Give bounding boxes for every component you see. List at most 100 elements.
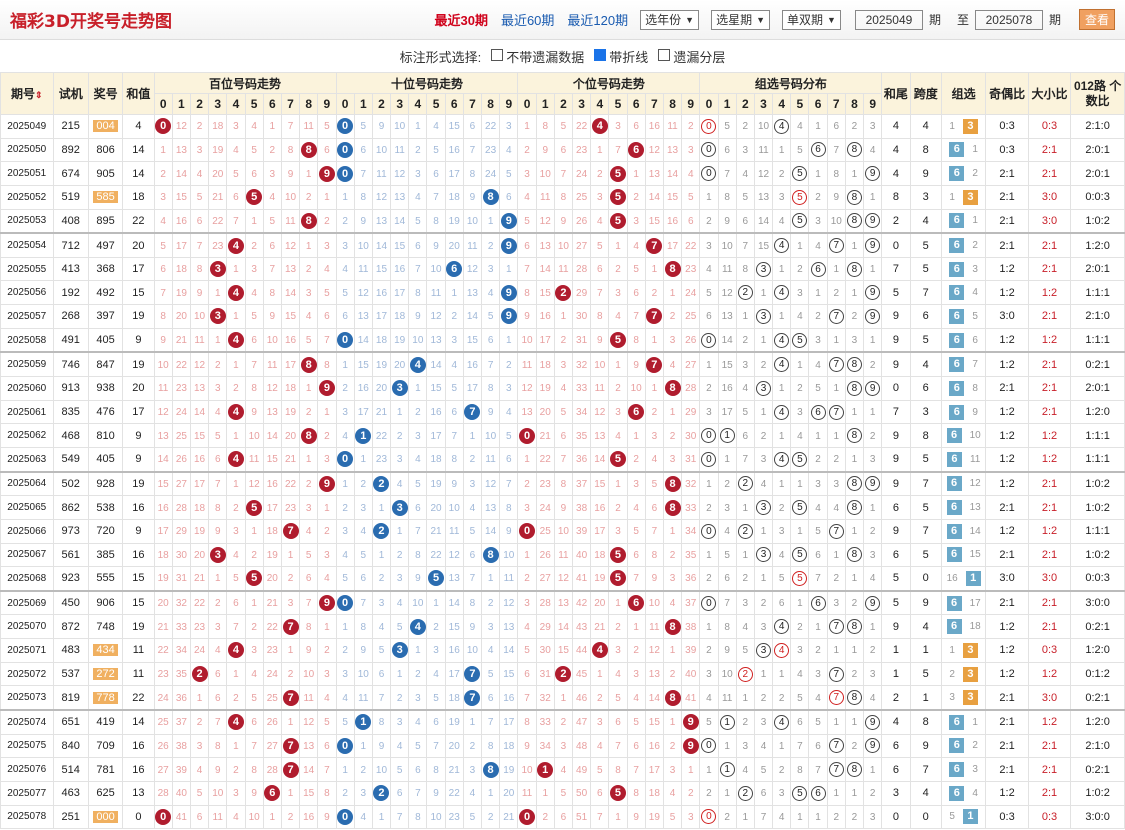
group-ball: 4 [774, 285, 790, 301]
tens-cell: 1 [353, 733, 373, 759]
group-ball: 5 [792, 547, 808, 563]
no-miss-data-checkbox[interactable] [491, 49, 504, 61]
tens-cell: 2 [353, 757, 373, 782]
miss-count: 25 [576, 192, 588, 204]
sort-icon[interactable]: ⇕ [35, 90, 43, 100]
miss-count: 3 [469, 764, 476, 776]
tens-cell: 18 [371, 327, 392, 353]
col-sum: 和值 [122, 72, 155, 115]
group-cell: 1 [790, 232, 810, 258]
tens-cell: 5 [408, 208, 428, 234]
hundreds-cell: 23 [280, 495, 301, 520]
group-cell: 3 [717, 495, 737, 520]
miss-count: 8 [633, 788, 639, 800]
tens-cell: 4 [408, 351, 428, 378]
issue-cell: 2025067 [0, 542, 54, 568]
group-cell: 2 [735, 327, 755, 353]
hundreds-cell: 15 [280, 304, 301, 329]
sum-cell: 14 [122, 709, 155, 735]
hundreds-cell: 2 [280, 804, 301, 830]
miss-count: 21 [175, 335, 187, 347]
hundreds-cell: 1 [317, 399, 337, 425]
hundreds-cell: 20 [280, 423, 301, 448]
drawn-ball: 9 [682, 714, 699, 731]
miss-count: 21 [430, 526, 442, 538]
miss-count: 5 [615, 692, 621, 704]
hundreds-cell: 4 [189, 161, 210, 186]
miss-count: 2 [742, 573, 749, 585]
bigsmall-cell: 1:2 [1027, 661, 1072, 687]
units-cell: 7 [590, 280, 610, 306]
tail-cell: 6 [881, 733, 911, 759]
miss-count: 1 [778, 144, 785, 156]
miss-count: 1 [287, 717, 294, 729]
group-type-tag: 6 [949, 714, 965, 730]
group-cell: 3 [863, 446, 883, 473]
miss-count: 5 [633, 526, 639, 538]
tens-cell: 1 [499, 256, 519, 282]
units-cell: 5 [608, 327, 628, 353]
oddeven-select[interactable]: 单双期 ▼ [782, 9, 841, 30]
units-cell: 4 [662, 780, 683, 806]
year-select[interactable]: 选年份 ▼ [640, 9, 700, 30]
weekday-select[interactable]: 选星期 ▼ [711, 9, 770, 30]
group-ball: 8 [846, 213, 862, 229]
units-cell: 45 [571, 661, 592, 687]
miss-count: 13 [557, 598, 569, 610]
group-cell: 6 [790, 709, 810, 735]
recent-60-link[interactable]: 最近60期 [500, 13, 555, 28]
group-cell: 2 [808, 184, 828, 210]
recent-120-link[interactable]: 最近120期 [567, 13, 629, 28]
units-cell: 1 [608, 351, 628, 378]
miss-count: 6 [378, 669, 385, 681]
miss-count: 3 [524, 598, 530, 610]
group-cell: 4 [772, 399, 792, 425]
group-cell: 9 [863, 304, 883, 329]
miss-count: 26 [266, 717, 278, 729]
hundreds-cell: 33 [171, 614, 191, 640]
recent-30-link[interactable]: 最近30期 [434, 13, 488, 28]
group-cell: 9 [863, 733, 883, 759]
tens-cell: 17 [444, 161, 464, 186]
miss-count: 11 [285, 215, 296, 227]
miss-count: 3 [706, 240, 712, 252]
group-cell: 1 [808, 161, 828, 186]
group-cell: 4 [808, 495, 828, 520]
hundreds-cell: 21 [208, 184, 228, 210]
group-cell: 5 [699, 280, 719, 306]
miss-layer-checkbox[interactable] [658, 49, 671, 61]
sum-cell: 13 [122, 780, 155, 806]
query-button[interactable]: 查看 [1078, 9, 1115, 30]
from-issue-input[interactable]: 2025049 [854, 9, 923, 30]
units-cell: 7 [626, 304, 646, 329]
prize-cell: 476 [87, 399, 124, 425]
col-issue[interactable]: 期号⇕ [0, 72, 54, 115]
units-cell: 5 [626, 518, 646, 544]
prize-cell: 000 [87, 804, 124, 830]
group-cell: 3 [753, 304, 774, 329]
miss-count: 29 [175, 526, 187, 538]
tens-cell: 14 [353, 327, 373, 353]
group-type-miss: 2 [949, 668, 955, 680]
group-cell: 10 [753, 114, 774, 139]
units-cell: 1 [553, 685, 574, 711]
miss-count: 2 [833, 287, 840, 299]
group-cell: 9 [863, 280, 883, 306]
miss-count: 1 [833, 788, 840, 800]
miss-count: 6 [724, 144, 730, 156]
units-cell: 9 [644, 566, 664, 592]
hundreds-cell: 6 [208, 446, 228, 473]
to-issue-input[interactable]: 2025078 [974, 9, 1043, 30]
miss-count: 11 [267, 359, 278, 371]
polyline-checkbox[interactable] [594, 49, 607, 61]
miss-count: 2 [233, 383, 239, 395]
miss-count: 23 [266, 645, 278, 657]
miss-count: 7 [524, 692, 530, 704]
tens-cell: 9 [371, 114, 392, 139]
miss-count: 15 [157, 478, 169, 490]
hundreds-cell: 4 [299, 518, 319, 544]
tens-cell: 14 [499, 638, 519, 663]
group-cell: 4 [772, 804, 792, 830]
units-cell: 27 [681, 351, 701, 378]
group-cell: 6 [808, 733, 828, 759]
